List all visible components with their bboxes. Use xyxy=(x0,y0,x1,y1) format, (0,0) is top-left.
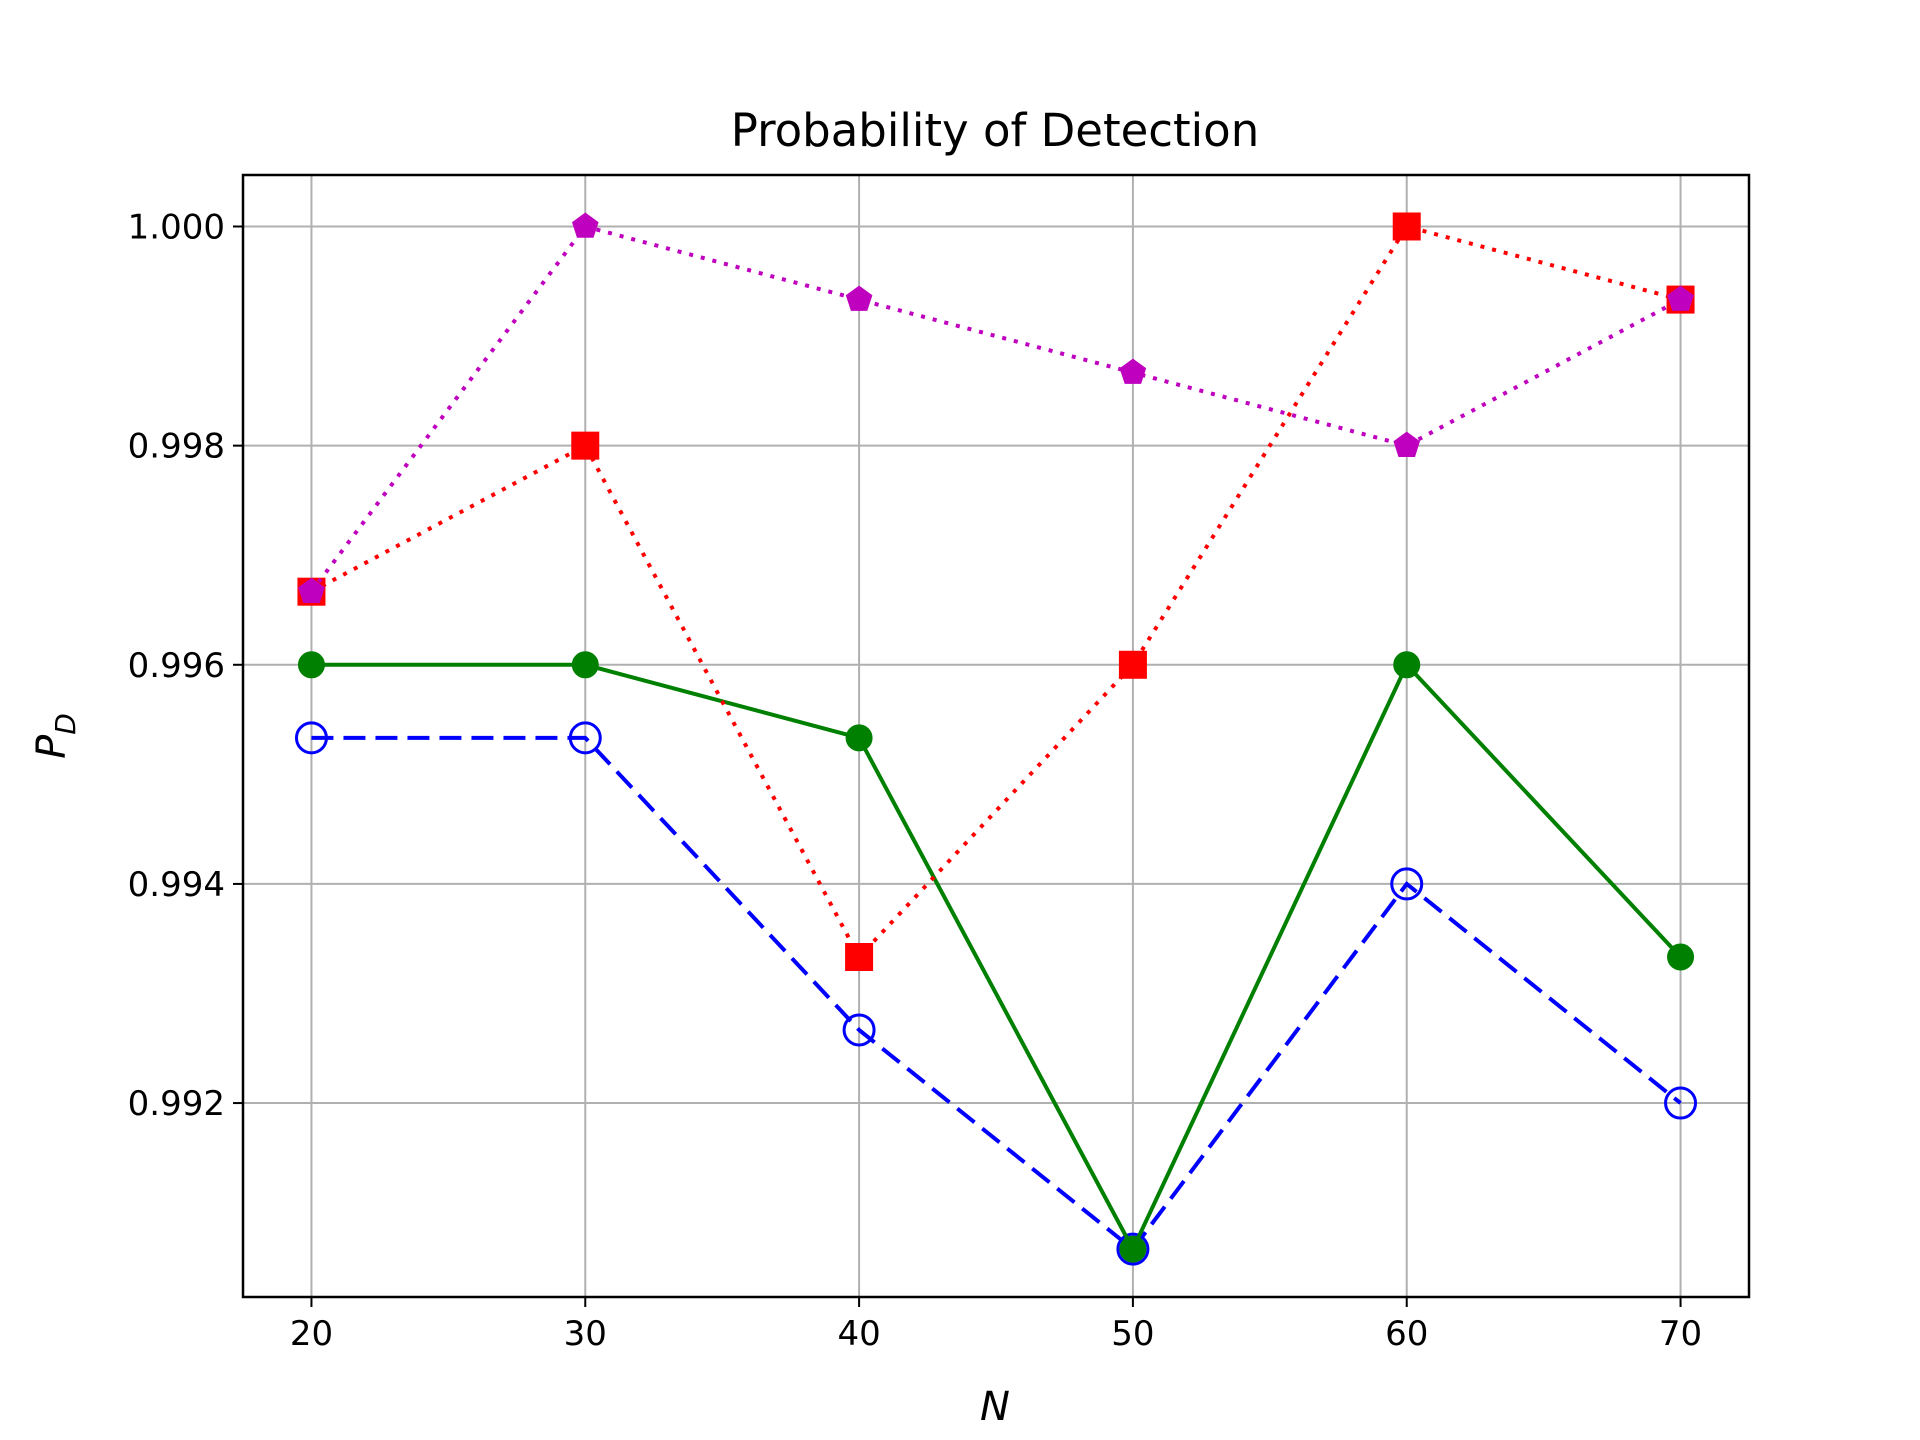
data-point xyxy=(568,721,602,755)
data-point xyxy=(1118,650,1147,679)
series-line xyxy=(310,224,1682,961)
data-point xyxy=(571,431,600,460)
data-point xyxy=(842,1013,876,1047)
y-axis-label: PD xyxy=(29,713,82,759)
x-tick-label: 70 xyxy=(1659,1314,1702,1354)
data-point xyxy=(297,651,325,679)
series-4 xyxy=(298,212,1694,603)
data-point xyxy=(1390,867,1424,901)
grid xyxy=(243,175,1749,1297)
plot-frame xyxy=(241,173,1751,1299)
chart-title: Probability of Detection xyxy=(731,104,1259,157)
series-3 xyxy=(297,212,1695,972)
ticks: 20 30 40 50 60 70 0.992 0.994 0.996 0.998 1.000 xyxy=(128,207,1703,1354)
x-tick-label: 50 xyxy=(1111,1314,1154,1354)
y-axis-label-subscript: D xyxy=(49,713,82,735)
data-point xyxy=(1664,1086,1698,1120)
data-point xyxy=(845,943,874,972)
x-tick-label: 40 xyxy=(837,1314,880,1354)
data-point xyxy=(1393,651,1421,679)
x-tick-label: 60 xyxy=(1385,1314,1428,1354)
y-tick-label: 1.000 xyxy=(128,207,225,247)
data-point xyxy=(845,724,873,752)
y-tick-label: 0.994 xyxy=(128,865,225,905)
data-point xyxy=(298,577,325,603)
y-axis-label-base: P xyxy=(29,734,75,759)
data-point xyxy=(845,285,873,311)
series-line xyxy=(311,661,1683,1254)
data-point xyxy=(294,721,328,755)
series-1 xyxy=(294,721,1698,1266)
data-point xyxy=(1393,431,1420,457)
data-point xyxy=(1392,212,1421,241)
series-2 xyxy=(297,651,1695,1263)
data-point xyxy=(1116,1232,1150,1266)
data-point xyxy=(572,212,599,238)
x-tick-label: 30 xyxy=(564,1314,607,1354)
x-tick-label: 20 xyxy=(290,1314,333,1354)
y-tick-label: 0.996 xyxy=(128,646,225,686)
data-point xyxy=(1119,1235,1147,1263)
y-tick-label: 0.998 xyxy=(128,427,225,467)
series-layer xyxy=(294,212,1698,1266)
data-point xyxy=(1667,285,1694,311)
data-point xyxy=(1119,358,1147,384)
y-tick-label: 0.992 xyxy=(128,1084,225,1124)
data-point xyxy=(571,651,599,679)
x-axis-label: N xyxy=(980,1384,1010,1430)
series-line xyxy=(309,224,1682,593)
data-point xyxy=(1667,943,1695,971)
series-line xyxy=(311,735,1682,1252)
